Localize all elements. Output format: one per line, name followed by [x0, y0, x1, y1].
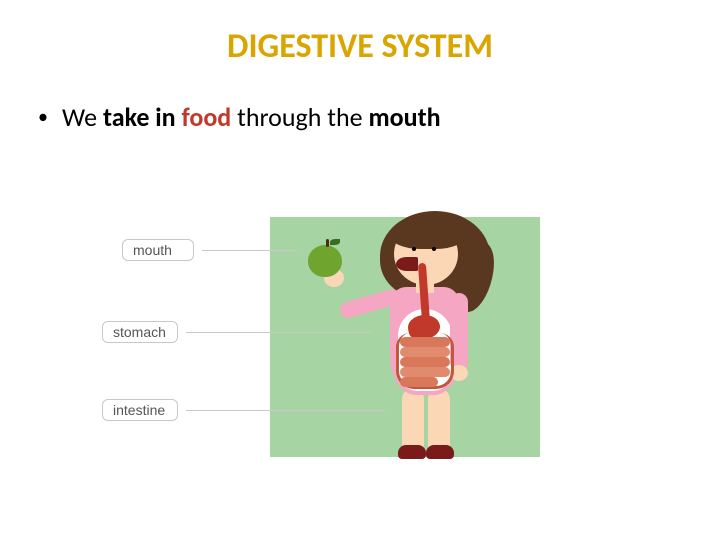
mouth-icon [396, 257, 418, 271]
bullet-marker: • [38, 101, 48, 133]
shoe-left [398, 445, 426, 459]
leg-left [402, 389, 424, 451]
seg-1: take in [103, 101, 182, 133]
leaf-icon [330, 239, 340, 245]
label-intestine: intestine [102, 399, 178, 421]
apple-icon [308, 245, 342, 277]
bullet-text: We take in food through the mouth [62, 101, 441, 133]
bullet-line: • We take in food through the mouth [0, 101, 720, 133]
shoe-right [426, 445, 454, 459]
connector-mouth [202, 250, 298, 251]
girl-illustration [300, 205, 500, 465]
eye-left [412, 247, 416, 251]
leg-right [428, 389, 450, 451]
intestine-coil [400, 377, 438, 387]
seg-4: mouth [369, 101, 441, 133]
slide-title: DIGESTIVE SYSTEM [0, 0, 720, 67]
label-mouth: mouth [122, 239, 194, 261]
bangs [390, 215, 466, 249]
seg-3: through the [231, 101, 368, 133]
digestive-diagram: mouth stomach intestine [160, 205, 560, 495]
intestine-coil [400, 337, 450, 347]
eye-right [432, 247, 436, 251]
seg-2: food [182, 101, 232, 133]
intestine-coil [400, 367, 450, 377]
small-intestine-icon [400, 337, 450, 387]
intestine-coil [400, 347, 450, 357]
label-stomach: stomach [102, 321, 178, 343]
seg-0: We [62, 101, 103, 133]
intestine-coil [400, 357, 450, 367]
